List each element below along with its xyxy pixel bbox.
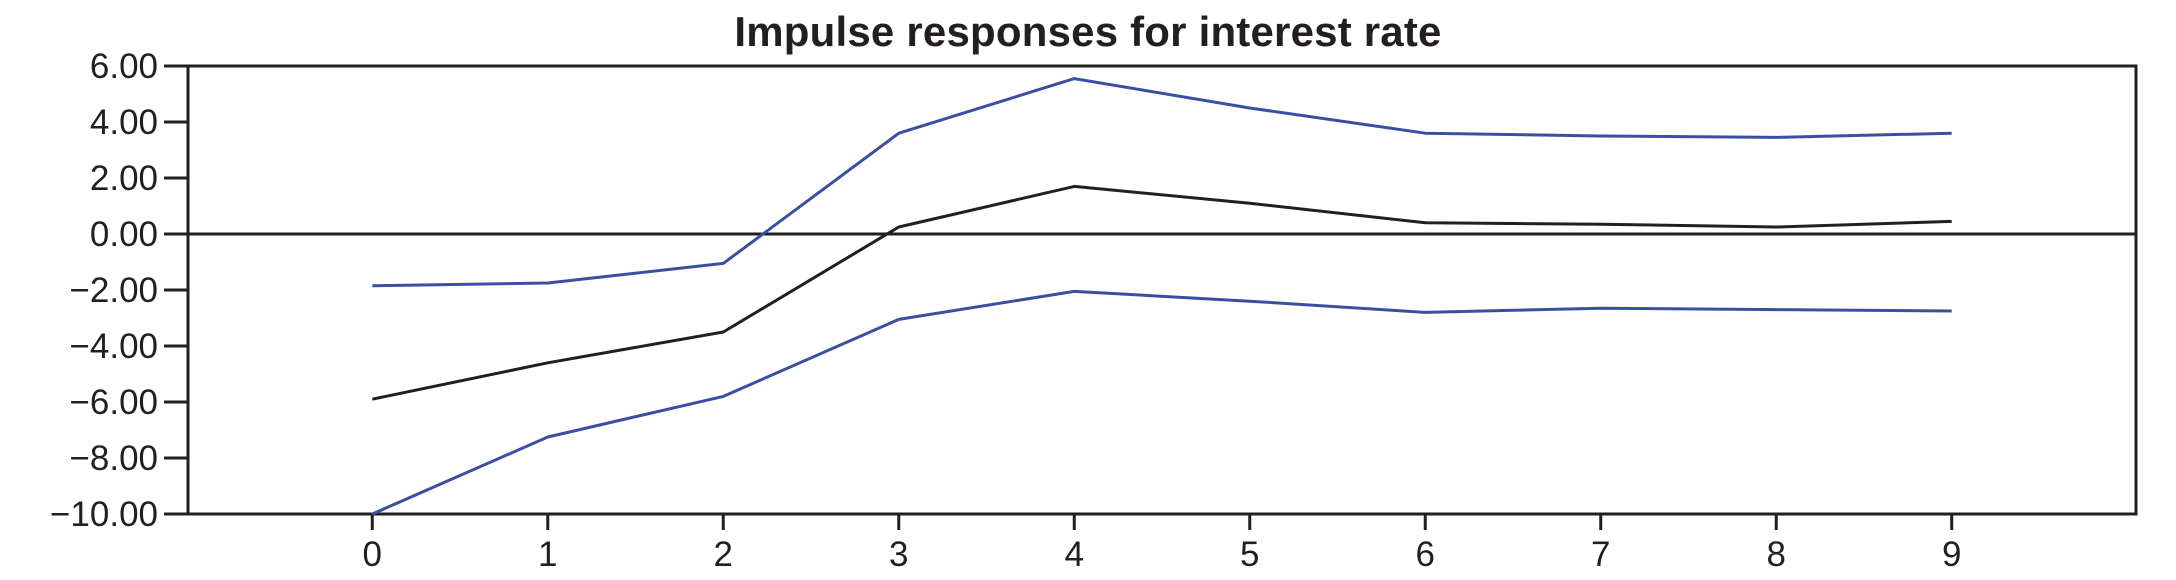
x-tick-label: 0 bbox=[363, 535, 382, 574]
x-axis: 0 1 2 3 4 5 6 7 8 9 bbox=[363, 514, 1961, 574]
x-tick-label: 8 bbox=[1766, 535, 1785, 574]
x-tick-label: 2 bbox=[714, 535, 733, 574]
y-tick-label: −8.00 bbox=[69, 439, 158, 478]
series-line-2 bbox=[371, 184, 1952, 401]
y-axis: 6.00 4.00 2.00 0.00 −2.00 −4.00 −6.00 −8.00 −10.… bbox=[50, 47, 188, 534]
x-tick-label: 4 bbox=[1065, 535, 1084, 574]
y-tick-label: −6.00 bbox=[69, 383, 158, 422]
series-layer bbox=[371, 77, 1952, 516]
x-tick-label: 7 bbox=[1591, 535, 1610, 574]
plot-frame bbox=[186, 64, 2138, 516]
chart-title: Impulse responses for interest rate bbox=[734, 8, 1442, 55]
y-tick-label: 4.00 bbox=[90, 103, 158, 142]
x-tick-label: 1 bbox=[538, 535, 557, 574]
x-tick-label: 6 bbox=[1416, 535, 1435, 574]
x-tick-label: 5 bbox=[1240, 535, 1259, 574]
y-tick-label: −10.00 bbox=[50, 495, 158, 534]
y-tick-label: 2.00 bbox=[90, 159, 158, 198]
series-line-3 bbox=[371, 289, 1952, 516]
y-tick-label: 6.00 bbox=[90, 47, 158, 86]
y-tick-label: 0.00 bbox=[90, 215, 158, 254]
y-tick-label: −2.00 bbox=[69, 271, 158, 310]
y-tick-label: −4.00 bbox=[69, 327, 158, 366]
series-line-1 bbox=[372, 77, 1952, 288]
x-tick-label: 3 bbox=[889, 535, 908, 574]
x-tick-label: 9 bbox=[1942, 535, 1961, 574]
